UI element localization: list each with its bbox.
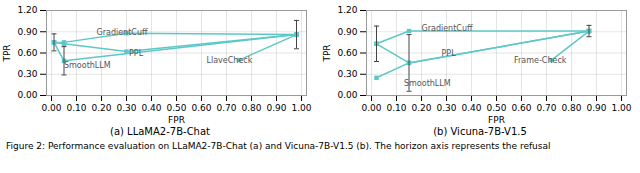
svg-text:1.20: 1.20 — [337, 5, 357, 15]
svg-text:TPR: TPR — [2, 44, 12, 62]
svg-text:FPR: FPR — [168, 115, 185, 125]
svg-text:0.30: 0.30 — [337, 69, 357, 79]
svg-text:0.30: 0.30 — [436, 103, 456, 113]
svg-text:0.60: 0.60 — [337, 48, 357, 58]
svg-text:0.60: 0.60 — [511, 103, 531, 113]
svg-text:0.50: 0.50 — [486, 103, 506, 113]
svg-text:Frame-Check: Frame-Check — [514, 56, 567, 65]
svg-text:0.70: 0.70 — [216, 103, 236, 113]
svg-text:TPR: TPR — [322, 44, 332, 62]
html-text:Figure 2: Performance evaluati: Figure 2: Performance evaluation on LLaM… — [6, 141, 551, 151]
svg-text:PPL: PPL — [442, 49, 457, 58]
svg-text:GradientCuff: GradientCuff — [422, 24, 473, 33]
svg-text:0.50: 0.50 — [166, 103, 186, 113]
html-text:(b) Vicuna-7B-V1.5: (b) Vicuna-7B-V1.5 — [433, 126, 527, 137]
svg-text:0.00: 0.00 — [361, 103, 381, 113]
svg-text:0.30: 0.30 — [17, 69, 37, 79]
svg-text:FPR: FPR — [488, 115, 505, 125]
svg-text:0.90: 0.90 — [337, 27, 357, 37]
html-text:(a) LLaMA2-7B-Chat: (a) LLaMA2-7B-Chat — [110, 126, 210, 137]
svg-text:GradientCuff: GradientCuff — [97, 28, 148, 37]
svg-text:0.20: 0.20 — [91, 103, 111, 113]
svg-text:0.80: 0.80 — [561, 103, 581, 113]
svg-text:0.90: 0.90 — [586, 103, 606, 113]
svg-text:0.90: 0.90 — [17, 27, 37, 37]
svg-text:0.20: 0.20 — [411, 103, 431, 113]
svg-text:0.30: 0.30 — [116, 103, 136, 113]
svg-text:0.00: 0.00 — [17, 90, 37, 100]
svg-text:0.70: 0.70 — [536, 103, 556, 113]
svg-text:SmoothLLM: SmoothLLM — [404, 79, 451, 88]
svg-text:0.60: 0.60 — [191, 103, 211, 113]
svg-text:0.00: 0.00 — [41, 103, 61, 113]
svg-text:0.40: 0.40 — [461, 103, 481, 113]
svg-text:SmoothLLM: SmoothLLM — [64, 61, 111, 70]
svg-text:0.60: 0.60 — [17, 48, 37, 58]
svg-text:0.10: 0.10 — [66, 103, 86, 113]
svg-text:1.00: 1.00 — [291, 103, 311, 113]
svg-text:1.00: 1.00 — [611, 103, 631, 113]
svg-text:0.00: 0.00 — [337, 90, 357, 100]
svg-text:0.40: 0.40 — [141, 103, 161, 113]
svg-text:PPL: PPL — [129, 49, 144, 58]
svg-text:0.90: 0.90 — [266, 103, 286, 113]
svg-text:LlaveCheck: LlaveCheck — [207, 56, 253, 65]
svg-text:1.20: 1.20 — [17, 5, 37, 15]
svg-text:0.80: 0.80 — [241, 103, 261, 113]
svg-text:0.10: 0.10 — [386, 103, 406, 113]
